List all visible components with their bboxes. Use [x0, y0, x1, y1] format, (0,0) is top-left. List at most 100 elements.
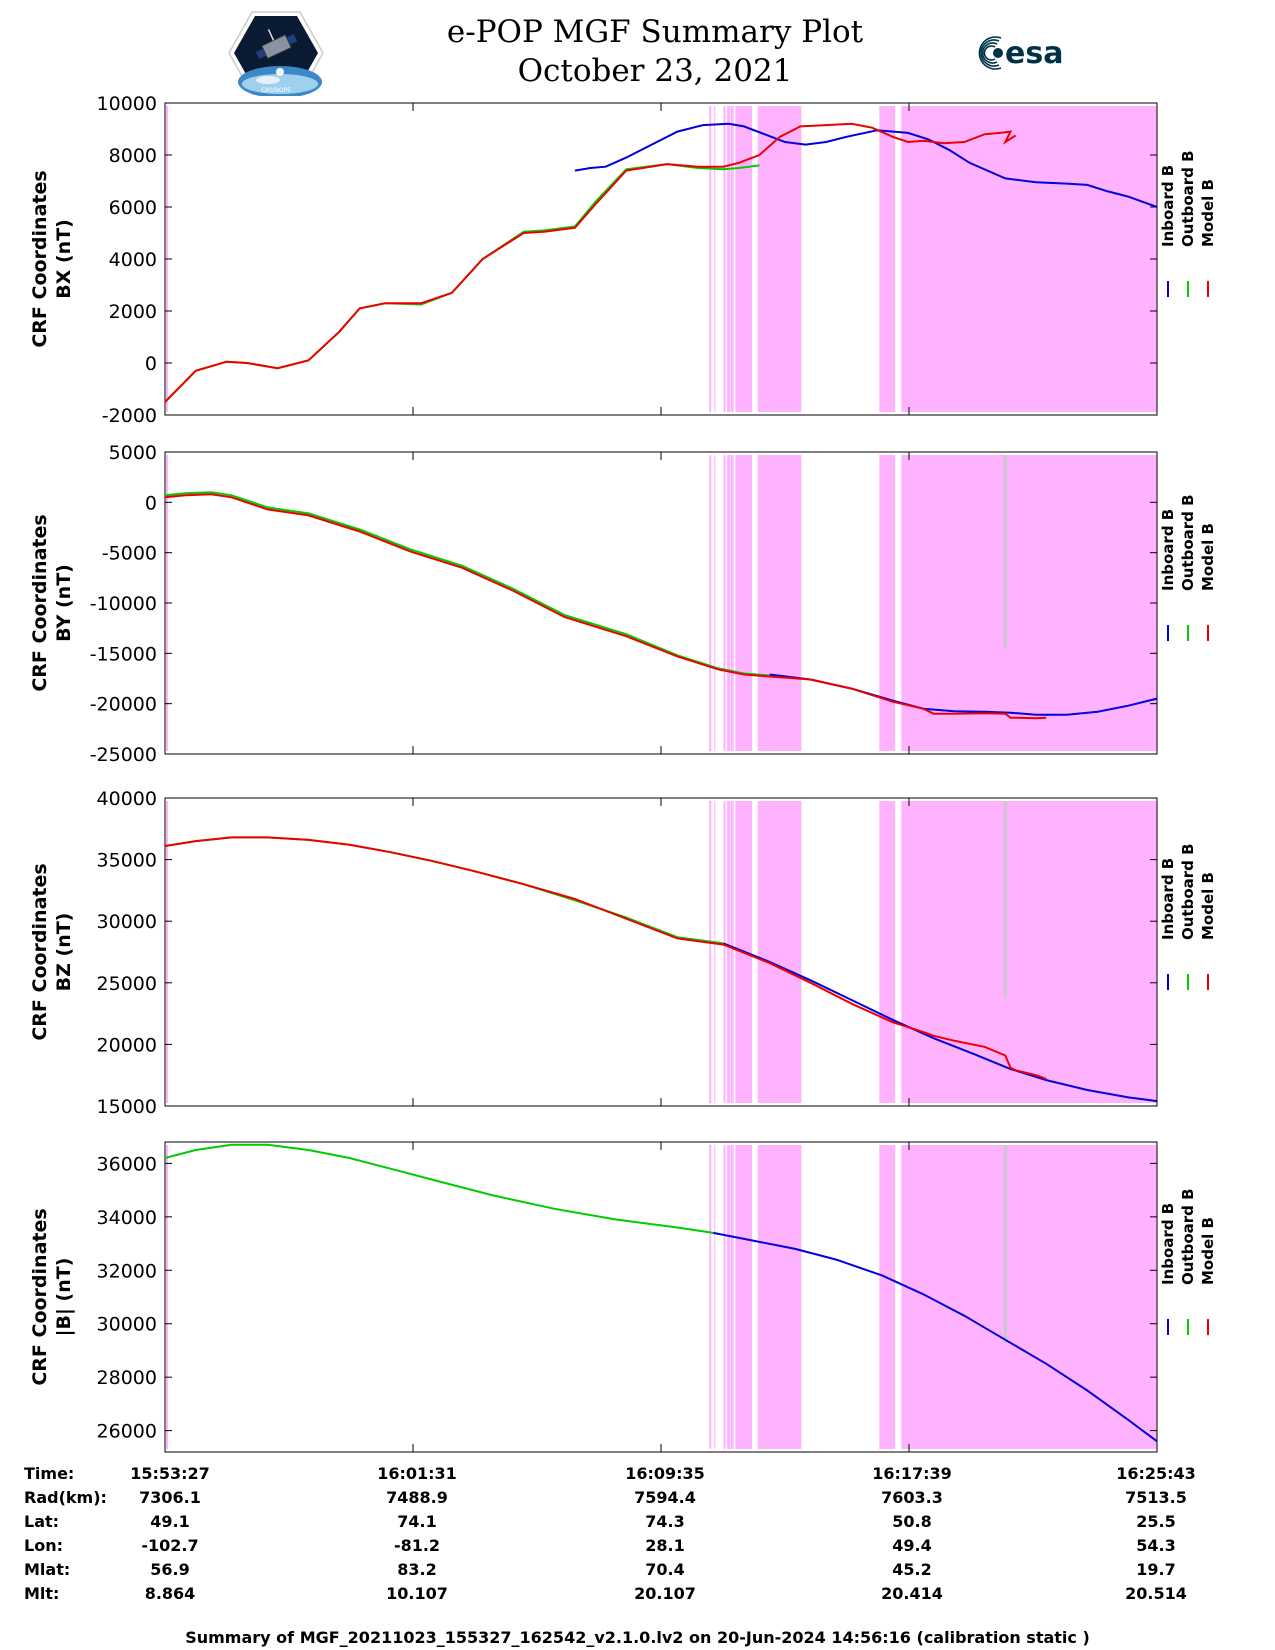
shaded-interval — [758, 801, 802, 1103]
shaded-interval — [731, 455, 734, 751]
legend-label: Inboard B — [1159, 509, 1177, 591]
series-line-outboard-b — [165, 837, 724, 943]
shaded-interval — [714, 106, 715, 412]
y-axis-label: CRF Coordinates |B| (nT) — [29, 1208, 75, 1385]
info-row: Lat: 49.1 74.1 74.3 50.8 25.5 — [0, 1512, 1275, 1536]
shaded-interval — [724, 1145, 726, 1449]
info-value: 20.414 — [844, 1584, 980, 1603]
info-row-label: Rad(km): — [24, 1488, 107, 1507]
series-line-outboard-b — [165, 1145, 713, 1233]
shaded-interval — [709, 801, 711, 1103]
y-tick-label: 30000 — [97, 911, 157, 933]
y-axis-label: CRF Coordinates BZ (nT) — [29, 863, 75, 1040]
y-tick-label: 4000 — [109, 249, 157, 271]
shaded-interval — [879, 1145, 895, 1449]
y-tick-label: 6000 — [109, 197, 157, 219]
y-tick-label: -2000 — [102, 405, 157, 427]
legend-label: Model B — [1199, 1217, 1217, 1285]
series-line-outboard-b — [165, 492, 770, 675]
info-value: 54.3 — [1088, 1536, 1224, 1555]
legend-label: Outboard B — [1179, 843, 1197, 940]
y-tick-label: 10000 — [97, 93, 157, 115]
legend-label: Outboard B — [1179, 150, 1197, 247]
panel-2: -25000 -20000 -15000 -10000 -5000 0 5000 CRF Co… — [29, 442, 1217, 766]
shaded-interval — [731, 106, 734, 412]
info-value: 49.4 — [844, 1536, 980, 1555]
legend-label: Model B — [1199, 872, 1217, 940]
info-row-label: Lat: — [24, 1512, 59, 1531]
info-value: 16:01:31 — [349, 1464, 485, 1483]
shaded-interval — [879, 455, 895, 751]
info-value: 70.4 — [597, 1560, 733, 1579]
shaded-interval — [879, 106, 895, 412]
y-tick-label: -20000 — [90, 694, 157, 716]
y-tick-label: -10000 — [90, 593, 157, 615]
ephemeris-table: Time: 15:53:27 16:01:31 16:09:35 16:17:39 16:… — [0, 1464, 1275, 1614]
y-tick-label: 26000 — [97, 1421, 157, 1443]
shaded-interval — [735, 1145, 752, 1449]
legend-label: Inboard B — [1159, 165, 1177, 247]
info-value: 49.1 — [102, 1512, 238, 1531]
shaded-interval — [709, 106, 711, 412]
footer-summary: Summary of MGF_20211023_155327_162542_v2… — [0, 1628, 1275, 1647]
info-value: 7513.5 — [1088, 1488, 1224, 1507]
info-value: 28.1 — [597, 1536, 733, 1555]
info-value: 50.8 — [844, 1512, 980, 1531]
info-value: 20.107 — [597, 1584, 733, 1603]
info-value: 7594.4 — [597, 1488, 733, 1507]
shaded-interval — [724, 106, 726, 412]
shaded-interval — [758, 455, 802, 751]
y-tick-label: 2000 — [109, 301, 157, 323]
y-tick-label: 0 — [145, 353, 157, 375]
shaded-interval — [901, 801, 1157, 1103]
shaded-interval — [709, 1145, 711, 1449]
info-value: 16:25:43 — [1088, 1464, 1224, 1483]
shaded-interval — [879, 801, 895, 1103]
info-value: 16:17:39 — [844, 1464, 980, 1483]
info-value: 7306.1 — [102, 1488, 238, 1507]
info-value: 7488.9 — [349, 1488, 485, 1507]
info-row: Time: 15:53:27 16:01:31 16:09:35 16:17:39 16:… — [0, 1464, 1275, 1488]
info-value: 10.107 — [349, 1584, 485, 1603]
shaded-interval — [731, 801, 734, 1103]
info-value: 20.514 — [1088, 1584, 1224, 1603]
info-row-label: Mlat: — [24, 1560, 70, 1579]
info-value: 74.3 — [597, 1512, 733, 1531]
info-value: 83.2 — [349, 1560, 485, 1579]
y-tick-label: 32000 — [97, 1260, 157, 1282]
shaded-interval — [758, 1145, 802, 1449]
y-tick-label: 35000 — [97, 850, 157, 872]
shaded-interval — [735, 455, 752, 751]
info-value: 45.2 — [844, 1560, 980, 1579]
shaded-interval — [731, 1145, 734, 1449]
y-tick-label: 20000 — [97, 1034, 157, 1056]
shaded-interval — [714, 455, 715, 751]
info-row: Rad(km): 7306.1 7488.9 7594.4 7603.3 7513.5 — [0, 1488, 1275, 1512]
info-value: 8.864 — [102, 1584, 238, 1603]
info-row-label: Lon: — [24, 1536, 63, 1555]
info-value: 25.5 — [1088, 1512, 1224, 1531]
shaded-interval — [709, 455, 711, 751]
legend-label: Model B — [1199, 523, 1217, 591]
y-tick-label: 28000 — [97, 1367, 157, 1389]
legend-label: Outboard B — [1179, 1188, 1197, 1285]
series-line-outboard-b — [165, 164, 759, 402]
info-row: Mlat: 56.9 83.2 70.4 45.2 19.7 — [0, 1560, 1275, 1584]
y-tick-label: 30000 — [97, 1314, 157, 1336]
panel-4: 26000 28000 30000 32000 34000 36000 CRF Coordi… — [29, 1142, 1217, 1452]
info-value: -102.7 — [102, 1536, 238, 1555]
shaded-interval — [901, 1145, 1157, 1449]
y-tick-label: 5000 — [109, 442, 157, 464]
info-row: Mlt: 8.864 10.107 20.107 20.414 20.514 — [0, 1584, 1275, 1608]
legend-label: Inboard B — [1159, 858, 1177, 940]
shaded-interval — [727, 1145, 730, 1449]
y-tick-label: 15000 — [97, 1096, 157, 1118]
y-axis-label: CRF Coordinates BY (nT) — [29, 514, 75, 691]
info-row-label: Mlt: — [24, 1584, 59, 1603]
shaded-interval — [727, 801, 730, 1103]
info-row-label: Time: — [24, 1464, 74, 1483]
info-value: 7603.3 — [844, 1488, 980, 1507]
shaded-interval — [735, 106, 752, 412]
y-tick-label: 36000 — [97, 1153, 157, 1175]
info-value: -81.2 — [349, 1536, 485, 1555]
